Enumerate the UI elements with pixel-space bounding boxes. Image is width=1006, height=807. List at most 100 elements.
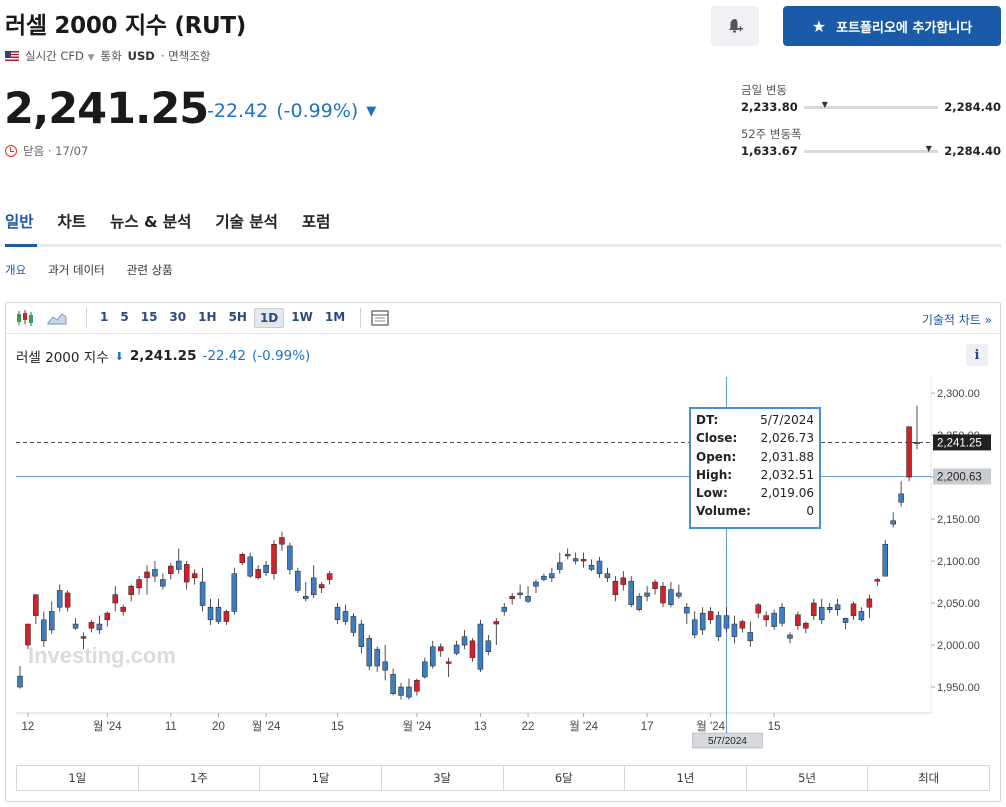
candle-body — [588, 564, 595, 570]
candle-body — [485, 640, 492, 652]
time-range-selector: 1일 1주 1달 3달 6달 1년 5년 최대 — [16, 765, 990, 791]
x-tick-label: 15 — [768, 721, 781, 733]
crosshair-date-label-bg — [692, 732, 763, 749]
disclaimer-link[interactable]: · 면책조항 — [160, 49, 211, 63]
candle-body — [128, 585, 134, 595]
time-range-5[interactable]: 1년 — [625, 766, 747, 790]
y-tick-label: 2,000.00 — [937, 640, 980, 652]
x-tick-label: 월 '24 — [569, 720, 598, 733]
bell-plus-icon — [729, 19, 743, 33]
candle-body — [501, 606, 507, 612]
tab-news[interactable]: 뉴스 & 분석 — [110, 213, 192, 231]
clock-icon — [5, 145, 17, 157]
candle-body — [676, 592, 682, 597]
subtab-historical[interactable]: 과거 데이터 — [48, 263, 105, 277]
tab-general[interactable]: 일반 — [5, 213, 34, 231]
candle-body — [342, 611, 349, 622]
currency-value: USD — [127, 49, 155, 63]
candle-body — [723, 615, 730, 629]
candle-body — [445, 661, 452, 664]
week52-range-label: 52주 변동폭 — [741, 127, 802, 141]
candle-body — [176, 560, 182, 570]
tab-forum[interactable]: 포럼 — [301, 213, 331, 231]
info-button[interactable]: i — [966, 344, 988, 366]
candle-body — [33, 594, 39, 616]
interval-1d[interactable]: 1D — [253, 308, 285, 328]
interval-30[interactable]: 30 — [169, 310, 187, 324]
candle-body — [707, 611, 714, 621]
candle-body — [914, 442, 920, 444]
add-alert-button[interactable] — [711, 6, 759, 46]
candle-body — [795, 614, 801, 626]
tooltip-key: Close: — [696, 431, 738, 446]
sub-tabs: 개요 과거 데이터 관련 상품 — [5, 262, 173, 278]
candle-body — [144, 571, 150, 579]
legend-change: -22.42 — [202, 348, 246, 364]
chart-legend: 러셀 2000 지수 ⬇ 2,241.25 -22.42 (-0.99%) — [16, 346, 310, 366]
time-range-3[interactable]: 3달 — [382, 766, 504, 790]
interval-15[interactable]: 15 — [140, 310, 158, 324]
candle-body — [882, 543, 888, 577]
quote-meta: 실시간 CFD ▼ 통화 USD · 면책조항 — [5, 48, 210, 64]
candle-body — [160, 579, 166, 587]
time-range-4[interactable]: 6달 — [504, 766, 626, 790]
candle-body — [580, 559, 587, 562]
tooltip-row: High: 2,032.51 — [696, 468, 814, 486]
candle-body — [898, 493, 904, 503]
interval-1[interactable]: 1 — [100, 310, 109, 324]
area-chart-icon[interactable] — [46, 307, 68, 329]
time-range-1[interactable]: 1주 — [139, 766, 261, 790]
candle-body — [604, 573, 611, 579]
candle-body — [350, 616, 357, 633]
tab-technical[interactable]: 기술 분석 — [215, 213, 278, 231]
toolbar-separator — [360, 308, 362, 328]
realtime-cfd-selector[interactable]: 실시간 CFD ▼ — [25, 49, 95, 63]
technical-chart-link[interactable]: 기술적 차트 » — [921, 313, 992, 327]
interval-1w[interactable]: 1W — [291, 310, 313, 324]
interval-5[interactable]: 5 — [120, 310, 129, 324]
price-change: -22.42 (-0.99%) ▼ — [207, 100, 376, 122]
tooltip-value: 2,032.51 — [760, 467, 814, 482]
candle-body — [263, 564, 269, 574]
time-range-7[interactable]: 최대 — [918, 771, 940, 785]
tooltip-key: High: — [696, 467, 733, 482]
table-view-icon[interactable] — [369, 307, 391, 329]
candle-body — [430, 646, 436, 667]
time-range-6[interactable]: 5년 — [747, 766, 869, 790]
tooltip-row: Low: 2,019.06 — [696, 486, 814, 504]
interval-1h[interactable]: 1H — [198, 310, 217, 324]
candlestick-chart[interactable]: 1,950.00 2,000.00 2,050.00 2,100.00 2,150.00… — [6, 303, 1000, 763]
subtab-related[interactable]: 관련 상품 — [126, 263, 173, 277]
week52-range-bar: ▼ — [803, 144, 939, 153]
tooltip-row: Open: 2,031.88 — [696, 450, 814, 468]
candle-body — [406, 686, 412, 698]
tooltip-key: Low: — [696, 486, 728, 501]
candle-body — [80, 636, 87, 639]
chart-panel: 1 5 15 30 1H 5H 1D 1W 1M 기술적 차트 » 러셀 2000 지수 ⬇ 2… — [5, 302, 1001, 802]
tab-chart[interactable]: 차트 — [57, 213, 87, 231]
currency-label: 통화 — [100, 49, 122, 63]
candle-body — [231, 573, 238, 612]
caret-down-icon: ▼ — [87, 53, 95, 63]
add-to-portfolio-button[interactable]: ★ 포트폴리오에 추가합니다 — [783, 6, 1001, 46]
time-range-2[interactable]: 1달 — [260, 766, 382, 790]
week52-range-marker: ▼ — [925, 143, 932, 153]
candle-body — [699, 612, 706, 631]
candle-body — [477, 623, 484, 670]
interval-5h[interactable]: 5H — [228, 310, 247, 324]
tooltip-key: DT: — [696, 413, 719, 427]
x-tick-label: 11 — [165, 721, 177, 733]
candlestick-icon[interactable] — [14, 307, 36, 329]
subtab-overview[interactable]: 개요 — [5, 263, 27, 277]
toolbar-separator — [86, 308, 87, 328]
time-range-0[interactable]: 1일 — [17, 766, 139, 790]
x-tick-label: 17 — [641, 721, 654, 733]
candle-body — [88, 622, 95, 629]
interval-1m[interactable]: 1M — [324, 310, 346, 324]
candle-body — [295, 570, 301, 591]
candle-body — [858, 611, 865, 621]
last-price-label-bg — [933, 434, 991, 451]
x-tick-label: 13 — [474, 721, 487, 733]
candle-body — [96, 623, 103, 631]
candle-body — [517, 592, 523, 595]
